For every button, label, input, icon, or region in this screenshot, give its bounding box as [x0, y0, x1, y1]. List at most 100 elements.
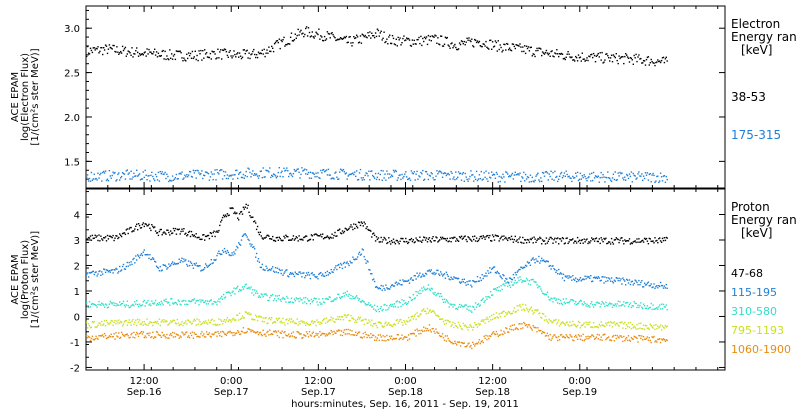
proton-data-point [118, 270, 120, 273]
proton-data-point [488, 337, 490, 340]
electron-data-point [658, 60, 660, 63]
electron-data-point [245, 50, 247, 52]
electron-data-point [438, 43, 440, 45]
electron-data-point [627, 57, 630, 59]
proton-data-point [251, 329, 253, 331]
proton-data-point [393, 303, 396, 305]
electron-data-point [491, 41, 494, 43]
proton-data-point [355, 258, 357, 260]
proton-data-point [169, 265, 171, 267]
electron-data-point [281, 170, 283, 172]
proton-data-point [423, 236, 425, 238]
proton-data-point [642, 286, 645, 288]
proton-data-point [436, 293, 438, 296]
proton-data-point [637, 241, 639, 243]
electron-data-point [616, 59, 618, 62]
proton-data-point [420, 332, 422, 335]
proton-data-point [523, 321, 525, 324]
electron-data-point [256, 175, 259, 177]
proton-data-point [476, 304, 479, 306]
electron-data-point [638, 54, 640, 56]
proton-data-point [300, 299, 302, 301]
proton-data-point [88, 237, 91, 239]
proton-data-point [623, 323, 625, 325]
proton-data-point [453, 276, 455, 278]
electron-data-point [262, 167, 264, 169]
electron-data-point [356, 170, 358, 172]
proton-data-point [406, 336, 408, 338]
proton-data-point [664, 324, 667, 327]
electron-data-point [291, 175, 294, 178]
proton-data-point [431, 328, 433, 330]
proton-data-point [509, 277, 512, 280]
proton-data-point [631, 242, 633, 245]
proton-data-point [547, 296, 549, 298]
proton-data-point [325, 297, 328, 300]
proton-data-point [490, 291, 492, 293]
proton-data-point [197, 323, 199, 325]
proton-data-point [210, 299, 212, 301]
proton-data-point [365, 227, 367, 230]
electron-data-point [598, 56, 600, 58]
proton-data-point [520, 306, 522, 308]
proton-data-point [316, 301, 318, 303]
proton-data-point [189, 261, 192, 263]
electron-data-point [575, 175, 578, 177]
electron-data-point [564, 175, 566, 177]
proton-data-point [351, 317, 353, 319]
proton-data-point [221, 298, 224, 300]
proton-data-point [219, 224, 221, 227]
proton-data-point [201, 299, 203, 301]
proton-data-point [219, 323, 221, 326]
proton-data-point [135, 334, 137, 336]
electron-data-point [397, 36, 399, 39]
electron-data-point [181, 171, 183, 173]
proton-data-point [102, 303, 104, 305]
proton-data-point [632, 305, 634, 307]
electron-data-point [450, 170, 452, 173]
proton-data-point [527, 262, 530, 264]
proton-data-point [103, 320, 106, 322]
proton-data-point [201, 322, 203, 325]
electron-data-point [651, 174, 653, 176]
electron-data-point [593, 177, 596, 179]
proton-data-point [564, 242, 566, 244]
electron-data-point [385, 179, 387, 181]
electron-data-point [629, 175, 632, 178]
proton-data-point [528, 280, 531, 282]
proton-data-point [156, 302, 159, 305]
electron-data-point [406, 176, 408, 178]
proton-data-point [624, 339, 626, 342]
proton-data-point [265, 316, 267, 319]
proton-data-point [298, 332, 300, 334]
electron-data-point [584, 60, 586, 62]
proton-data-point [317, 333, 319, 335]
proton-data-point [254, 220, 256, 222]
proton-data-point [323, 333, 326, 335]
proton-data-point [325, 333, 328, 335]
electron-data-point [385, 40, 387, 43]
proton-data-point [436, 269, 438, 271]
electron-data-point [152, 53, 154, 55]
electron-data-point [300, 29, 302, 32]
proton-data-point [534, 238, 536, 240]
proton-data-point [509, 325, 512, 327]
proton-data-point [134, 228, 136, 230]
electron-data-point [173, 53, 176, 56]
proton-data-point [324, 271, 327, 274]
proton-data-point [295, 297, 297, 299]
proton-data-point [470, 239, 472, 241]
proton-data-point [133, 257, 135, 260]
proton-data-point [414, 241, 416, 243]
electron-data-point [520, 180, 522, 183]
electron-data-point [482, 43, 484, 45]
proton-series-47-68 [86, 203, 668, 245]
electron-data-point [208, 179, 211, 181]
electron-data-point [121, 172, 124, 174]
proton-data-point [292, 273, 295, 276]
proton-data-point [610, 339, 613, 342]
electron-data-point [235, 169, 237, 172]
electron-data-point [646, 56, 649, 59]
proton-data-point [120, 234, 122, 237]
proton-data-point [540, 316, 542, 319]
